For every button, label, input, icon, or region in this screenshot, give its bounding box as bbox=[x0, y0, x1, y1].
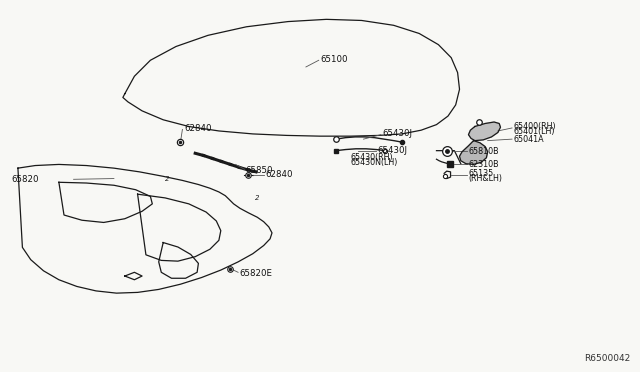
Text: 65400(RH): 65400(RH) bbox=[513, 122, 556, 131]
Text: 62840: 62840 bbox=[184, 124, 212, 133]
Text: 65430J: 65430J bbox=[378, 146, 408, 155]
Text: 65810B: 65810B bbox=[468, 147, 499, 155]
Text: 65041A: 65041A bbox=[513, 135, 544, 144]
Text: (RH&LH): (RH&LH) bbox=[468, 174, 502, 183]
Text: 65430J: 65430J bbox=[382, 129, 412, 138]
Text: R6500042: R6500042 bbox=[584, 354, 630, 363]
Text: 65401(LH): 65401(LH) bbox=[513, 127, 555, 136]
Polygon shape bbox=[468, 122, 500, 141]
Text: 65820E: 65820E bbox=[239, 269, 273, 278]
Text: 65135: 65135 bbox=[468, 169, 493, 178]
Text: 65430(RH): 65430(RH) bbox=[351, 153, 394, 162]
Text: 2: 2 bbox=[165, 176, 170, 182]
Text: 65820: 65820 bbox=[12, 175, 39, 184]
Text: 62310B: 62310B bbox=[468, 160, 499, 169]
Text: 65850: 65850 bbox=[246, 166, 273, 174]
Text: 2: 2 bbox=[255, 195, 260, 201]
Text: 62840: 62840 bbox=[265, 170, 292, 179]
Text: 65100: 65100 bbox=[320, 55, 348, 64]
Text: 65430N(LH): 65430N(LH) bbox=[351, 158, 398, 167]
Polygon shape bbox=[460, 141, 488, 164]
